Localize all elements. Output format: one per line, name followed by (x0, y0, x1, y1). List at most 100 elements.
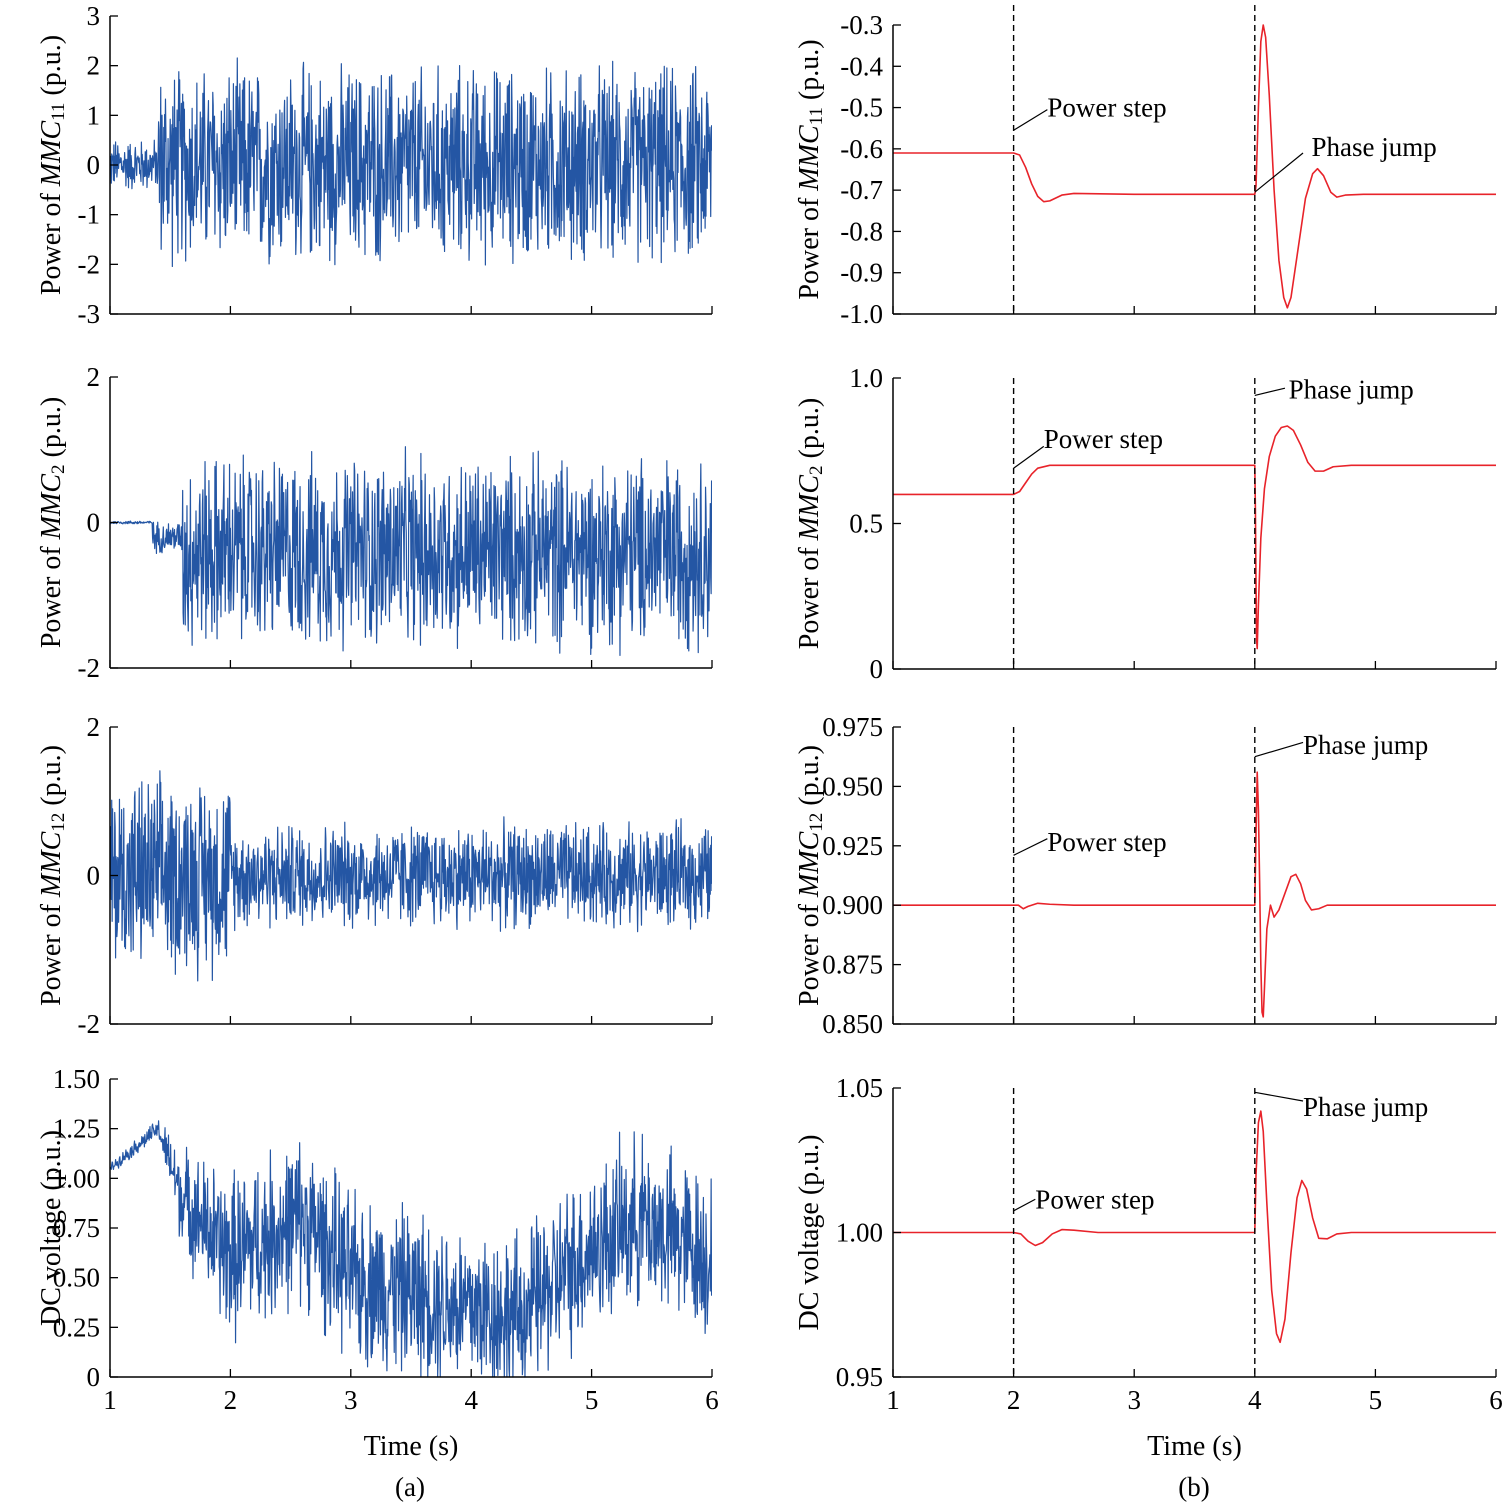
y-axis-title-part: (p.u.) (794, 398, 825, 466)
y-axis-title-part: MMC (794, 831, 825, 898)
y-tick-label: 2 (87, 712, 101, 742)
y-axis-title-part: Power of (794, 191, 825, 300)
chart-a1: -3 -2 -1 0 1 2 3 Power of MMC11 (p.u.) (36, 1, 713, 329)
y-tick-label: 0 (87, 508, 101, 538)
x-tick-label: 5 (1369, 1385, 1383, 1415)
y-tick-label: 1.00 (836, 1218, 883, 1248)
y-axis-title-part: (p.u.) (794, 39, 825, 107)
y-tick-label: 1.05 (836, 1073, 883, 1103)
y-tick-label: 0.975 (822, 712, 883, 742)
y-tick-label: 1.0 (849, 363, 883, 393)
y-tick-label: 0 (870, 654, 884, 684)
chart-b3: Power step Phase jump 0.850 0.875 0.900 0.925… (794, 712, 1497, 1039)
y-tick-label: 0.5 (849, 509, 883, 539)
y-tick-label: 2 (87, 362, 101, 392)
y-tick-label: 0.25 (53, 1312, 100, 1342)
y-axis-title-part: 2 (48, 464, 69, 474)
annotation-leader (1254, 741, 1304, 758)
annotation-label: Phase jump (1303, 730, 1428, 760)
chart-a3: -2 0 2 Power of MMC12 (p.u.) (36, 712, 713, 1039)
x-tick-label: 2 (1007, 1385, 1021, 1415)
y-tick-label: -3 (78, 299, 101, 329)
y-axis-title-part: 11 (48, 103, 69, 121)
y-axis-title-part: Power of (794, 897, 825, 1006)
series-line-b1 (893, 24, 1496, 309)
y-tick-label: 0.850 (822, 1009, 883, 1039)
annotation-leader (1254, 1091, 1304, 1102)
y-tick-label: 0.950 (822, 771, 883, 801)
chart-b2: Power step Phase jump 0 0.5 1.0 Power of MMC2… (794, 363, 1497, 684)
y-tick-label: 0.925 (822, 831, 883, 861)
y-axis-title-part: 2 (806, 465, 827, 475)
y-tick-label: -0.7 (840, 175, 883, 205)
y-tick-label: 1.25 (53, 1114, 100, 1144)
y-tick-label: -2 (78, 249, 101, 279)
y-tick-label: 2 (87, 51, 101, 81)
y-axis-title-part: MMC (36, 474, 67, 541)
y-tick-label: -0.9 (840, 258, 883, 288)
y-axis-title-part: Power of (36, 539, 67, 648)
annotation-label: Phase jump (1303, 1092, 1428, 1122)
x-tick-label: 4 (464, 1385, 478, 1415)
y-axis-title: Power of MMC12 (p.u.) (36, 745, 69, 1006)
x-tick-label: 6 (1489, 1385, 1503, 1415)
y-axis-title: Power of MMC11 (p.u.) (36, 35, 69, 295)
series-line-a2 (110, 446, 712, 656)
series-line-b4 (893, 1110, 1496, 1344)
y-tick-label: -1.0 (840, 299, 883, 329)
chart-b4: Power step Phase jump 0.95 1.00 1.05 1 2 3 4 5 6 Ti… (794, 1073, 1502, 1462)
x-tick-label: 1 (103, 1385, 117, 1415)
x-tick-label: 5 (585, 1385, 599, 1415)
y-tick-label: -2 (78, 653, 101, 683)
y-axis-title: DC voltage (p.u.) (794, 1135, 825, 1331)
y-axis-title-part: DC voltage (p.u.) (794, 1135, 825, 1331)
annotation-leader (1254, 152, 1304, 193)
x-tick-label: 2 (224, 1385, 238, 1415)
y-tick-label: 1.00 (53, 1163, 100, 1193)
y-axis-title-part: DC voltage (p.u.) (36, 1130, 67, 1326)
annotation-leader (1013, 838, 1048, 856)
series-line-a1 (110, 57, 712, 268)
y-tick-label: -0.5 (840, 93, 883, 123)
annotation-label: Power step (1047, 93, 1166, 123)
y-tick-label: 0.75 (53, 1213, 100, 1243)
y-tick-label: -2 (78, 1009, 101, 1039)
y-axis-title: Power of MMC12 (p.u.) (794, 745, 827, 1006)
y-axis-title-part: 12 (48, 813, 69, 832)
x-tick-label: 4 (1248, 1385, 1262, 1415)
annotation-leader (1013, 445, 1045, 469)
y-axis-title-part: MMC (36, 831, 67, 898)
y-tick-label: 0.875 (822, 950, 883, 980)
y-tick-label: 0 (87, 861, 101, 891)
x-tick-label: 1 (886, 1385, 900, 1415)
y-axis-title: Power of MMC2 (p.u.) (36, 397, 69, 648)
y-axis-title-part: Power of (36, 186, 67, 295)
y-tick-label: 0 (87, 1362, 101, 1392)
y-axis-title: DC voltage (p.u.) (36, 1130, 67, 1326)
panel-label-a: (a) (395, 1472, 425, 1502)
series-line-a3 (110, 770, 712, 982)
annotation-leader (1013, 109, 1048, 131)
y-axis-title-part: 11 (806, 107, 827, 125)
series-line-b2 (893, 425, 1496, 650)
y-tick-label: 3 (87, 1, 101, 31)
y-tick-label: -1 (78, 200, 101, 230)
annotation-label: Phase jump (1311, 132, 1436, 162)
panel-label-b: (b) (1178, 1472, 1209, 1502)
x-axis-title: Time (s) (364, 1431, 459, 1462)
y-tick-label: 0.50 (53, 1263, 100, 1293)
y-tick-label: 1 (87, 100, 101, 130)
y-tick-label: -0.3 (840, 10, 883, 40)
series-line-a4 (110, 1120, 712, 1378)
y-axis-title-part: 12 (806, 813, 827, 832)
y-tick-label: -0.4 (840, 51, 883, 81)
series-line-b3 (893, 771, 1496, 1018)
x-tick-label: 3 (1127, 1385, 1141, 1415)
y-axis-title-part: Power of (794, 540, 825, 649)
annotation-label: Power step (1035, 1184, 1154, 1214)
y-tick-label: 0.900 (822, 890, 883, 920)
x-axis-title: Time (s) (1147, 1431, 1242, 1462)
y-axis-title: Power of MMC11 (p.u.) (794, 39, 827, 299)
y-axis-title: Power of MMC2 (p.u.) (794, 398, 827, 649)
